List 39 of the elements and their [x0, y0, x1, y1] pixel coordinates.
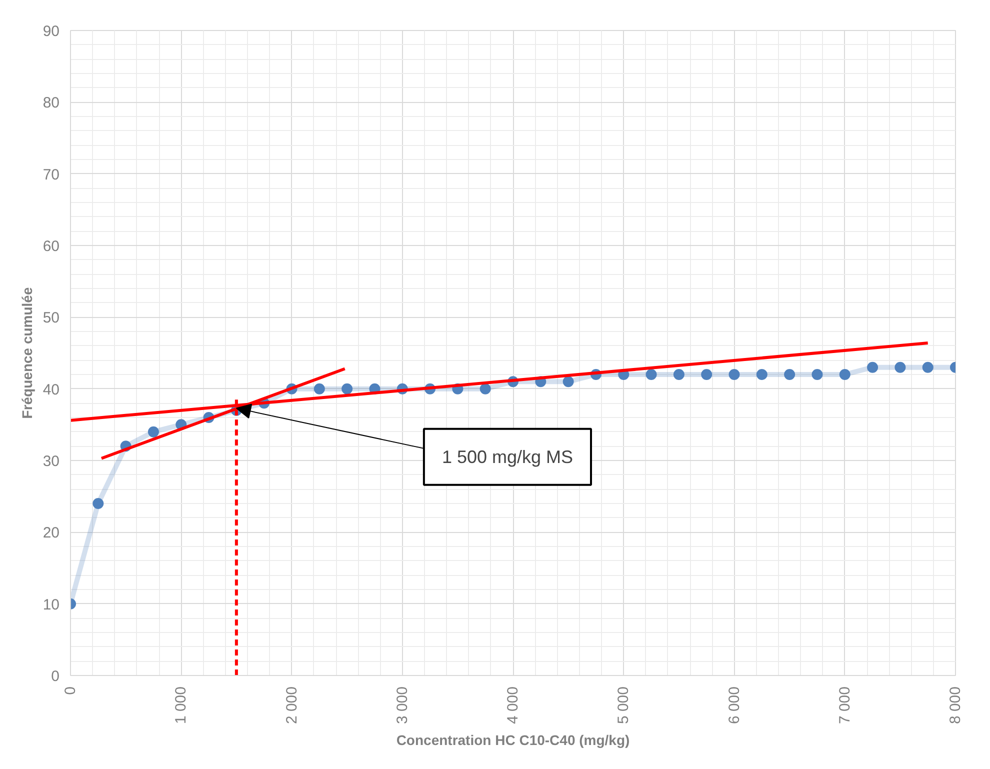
point — [701, 369, 712, 380]
point — [728, 369, 740, 380]
y-tick-label: 20 — [42, 524, 60, 542]
y-tick-label: 50 — [42, 310, 60, 327]
annotation: 1 500 mg/kg MS — [442, 446, 573, 467]
point — [562, 376, 574, 388]
y-tick-label: 60 — [42, 238, 60, 255]
y-tick-label: 10 — [42, 596, 60, 614]
y-tick-label: 70 — [42, 166, 60, 184]
y-tick-label: 0 — [51, 668, 60, 685]
point — [646, 369, 657, 380]
y-tick-label: 80 — [42, 94, 60, 112]
x-axis-title: Concentration HC C10-C40 (mg/kg) — [396, 732, 630, 748]
point — [673, 369, 684, 380]
x-tick-label: 6 000 — [726, 686, 743, 724]
y-tick-label: 90 — [42, 23, 60, 40]
point — [867, 362, 878, 373]
point — [342, 383, 353, 394]
point — [922, 362, 934, 373]
point — [812, 369, 823, 380]
x-tick-label: 8 000 — [947, 686, 964, 724]
x-tick-label: 4 000 — [504, 686, 522, 724]
x-tick-label: 3 000 — [394, 686, 411, 724]
point — [148, 426, 159, 438]
point — [894, 362, 906, 373]
x-tick-label: 0 — [62, 686, 79, 695]
y-axis-title: Fréquence cumulée — [18, 287, 35, 419]
point — [480, 383, 491, 394]
point — [784, 369, 796, 380]
point — [839, 369, 850, 380]
y-tick-label: 30 — [42, 453, 60, 470]
point — [92, 498, 104, 509]
point — [314, 383, 325, 394]
y-tick-label: 40 — [42, 381, 60, 398]
x-tick-label: 2 000 — [283, 686, 300, 724]
x-tick-label: 7 000 — [836, 686, 854, 724]
x-tick-label: 5 000 — [615, 686, 632, 724]
point — [756, 369, 768, 380]
x-tick-label: 1 000 — [172, 686, 190, 724]
